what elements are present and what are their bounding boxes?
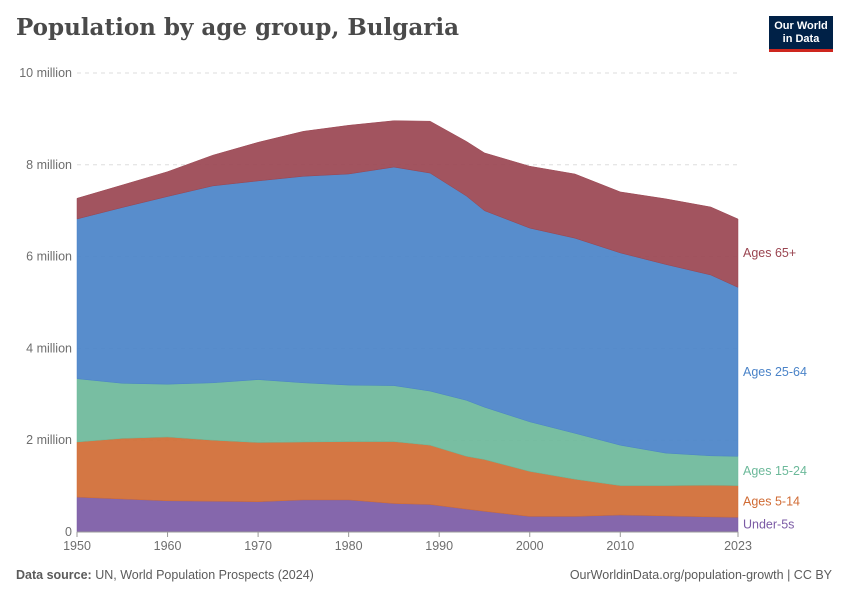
y-tick-label: 6 million [26,250,72,264]
y-tick-label: 4 million [26,341,72,355]
x-tick-label: 1960 [154,539,182,553]
source-text: UN, World Population Prospects (2024) [91,568,314,582]
series-label: Ages 25-64 [743,365,807,379]
logo-line-1: Our World [774,20,828,32]
series-label: Ages 65+ [743,246,796,260]
x-tick-label: 2010 [606,539,634,553]
logo-line-2: in Data [782,33,820,45]
y-tick-label: 2 million [26,433,72,447]
y-tick-label: 0 [65,525,72,539]
owid-logo[interactable]: Our World in Data [769,16,833,52]
series-label: Ages 15-24 [743,464,807,478]
area-ages-65- [76,120,739,288]
y-tick-label: 8 million [26,158,72,172]
x-tick-label: 2023 [724,539,752,553]
chart-title: Population by age group, Bulgaria [16,14,459,41]
series-label: Ages 5-14 [743,494,800,508]
series-label: Under-5s [743,518,794,532]
source-label: Data source: [16,568,92,582]
x-tick-label: 2000 [516,539,544,553]
x-tick-label: 1950 [63,539,91,553]
chart-area: 0 2 million 4 million 6 million 8 million 10 … [19,66,807,553]
source-link[interactable]: OurWorldinData.org/population-growth | C… [569,568,832,582]
x-tick-label: 1980 [335,539,363,553]
x-tick-label: 1970 [244,539,272,553]
x-tick-label: 1990 [425,539,453,553]
data-source: Data source: UN, World Population Prospe… [16,568,314,582]
y-tick-label: 10 million [19,66,72,80]
